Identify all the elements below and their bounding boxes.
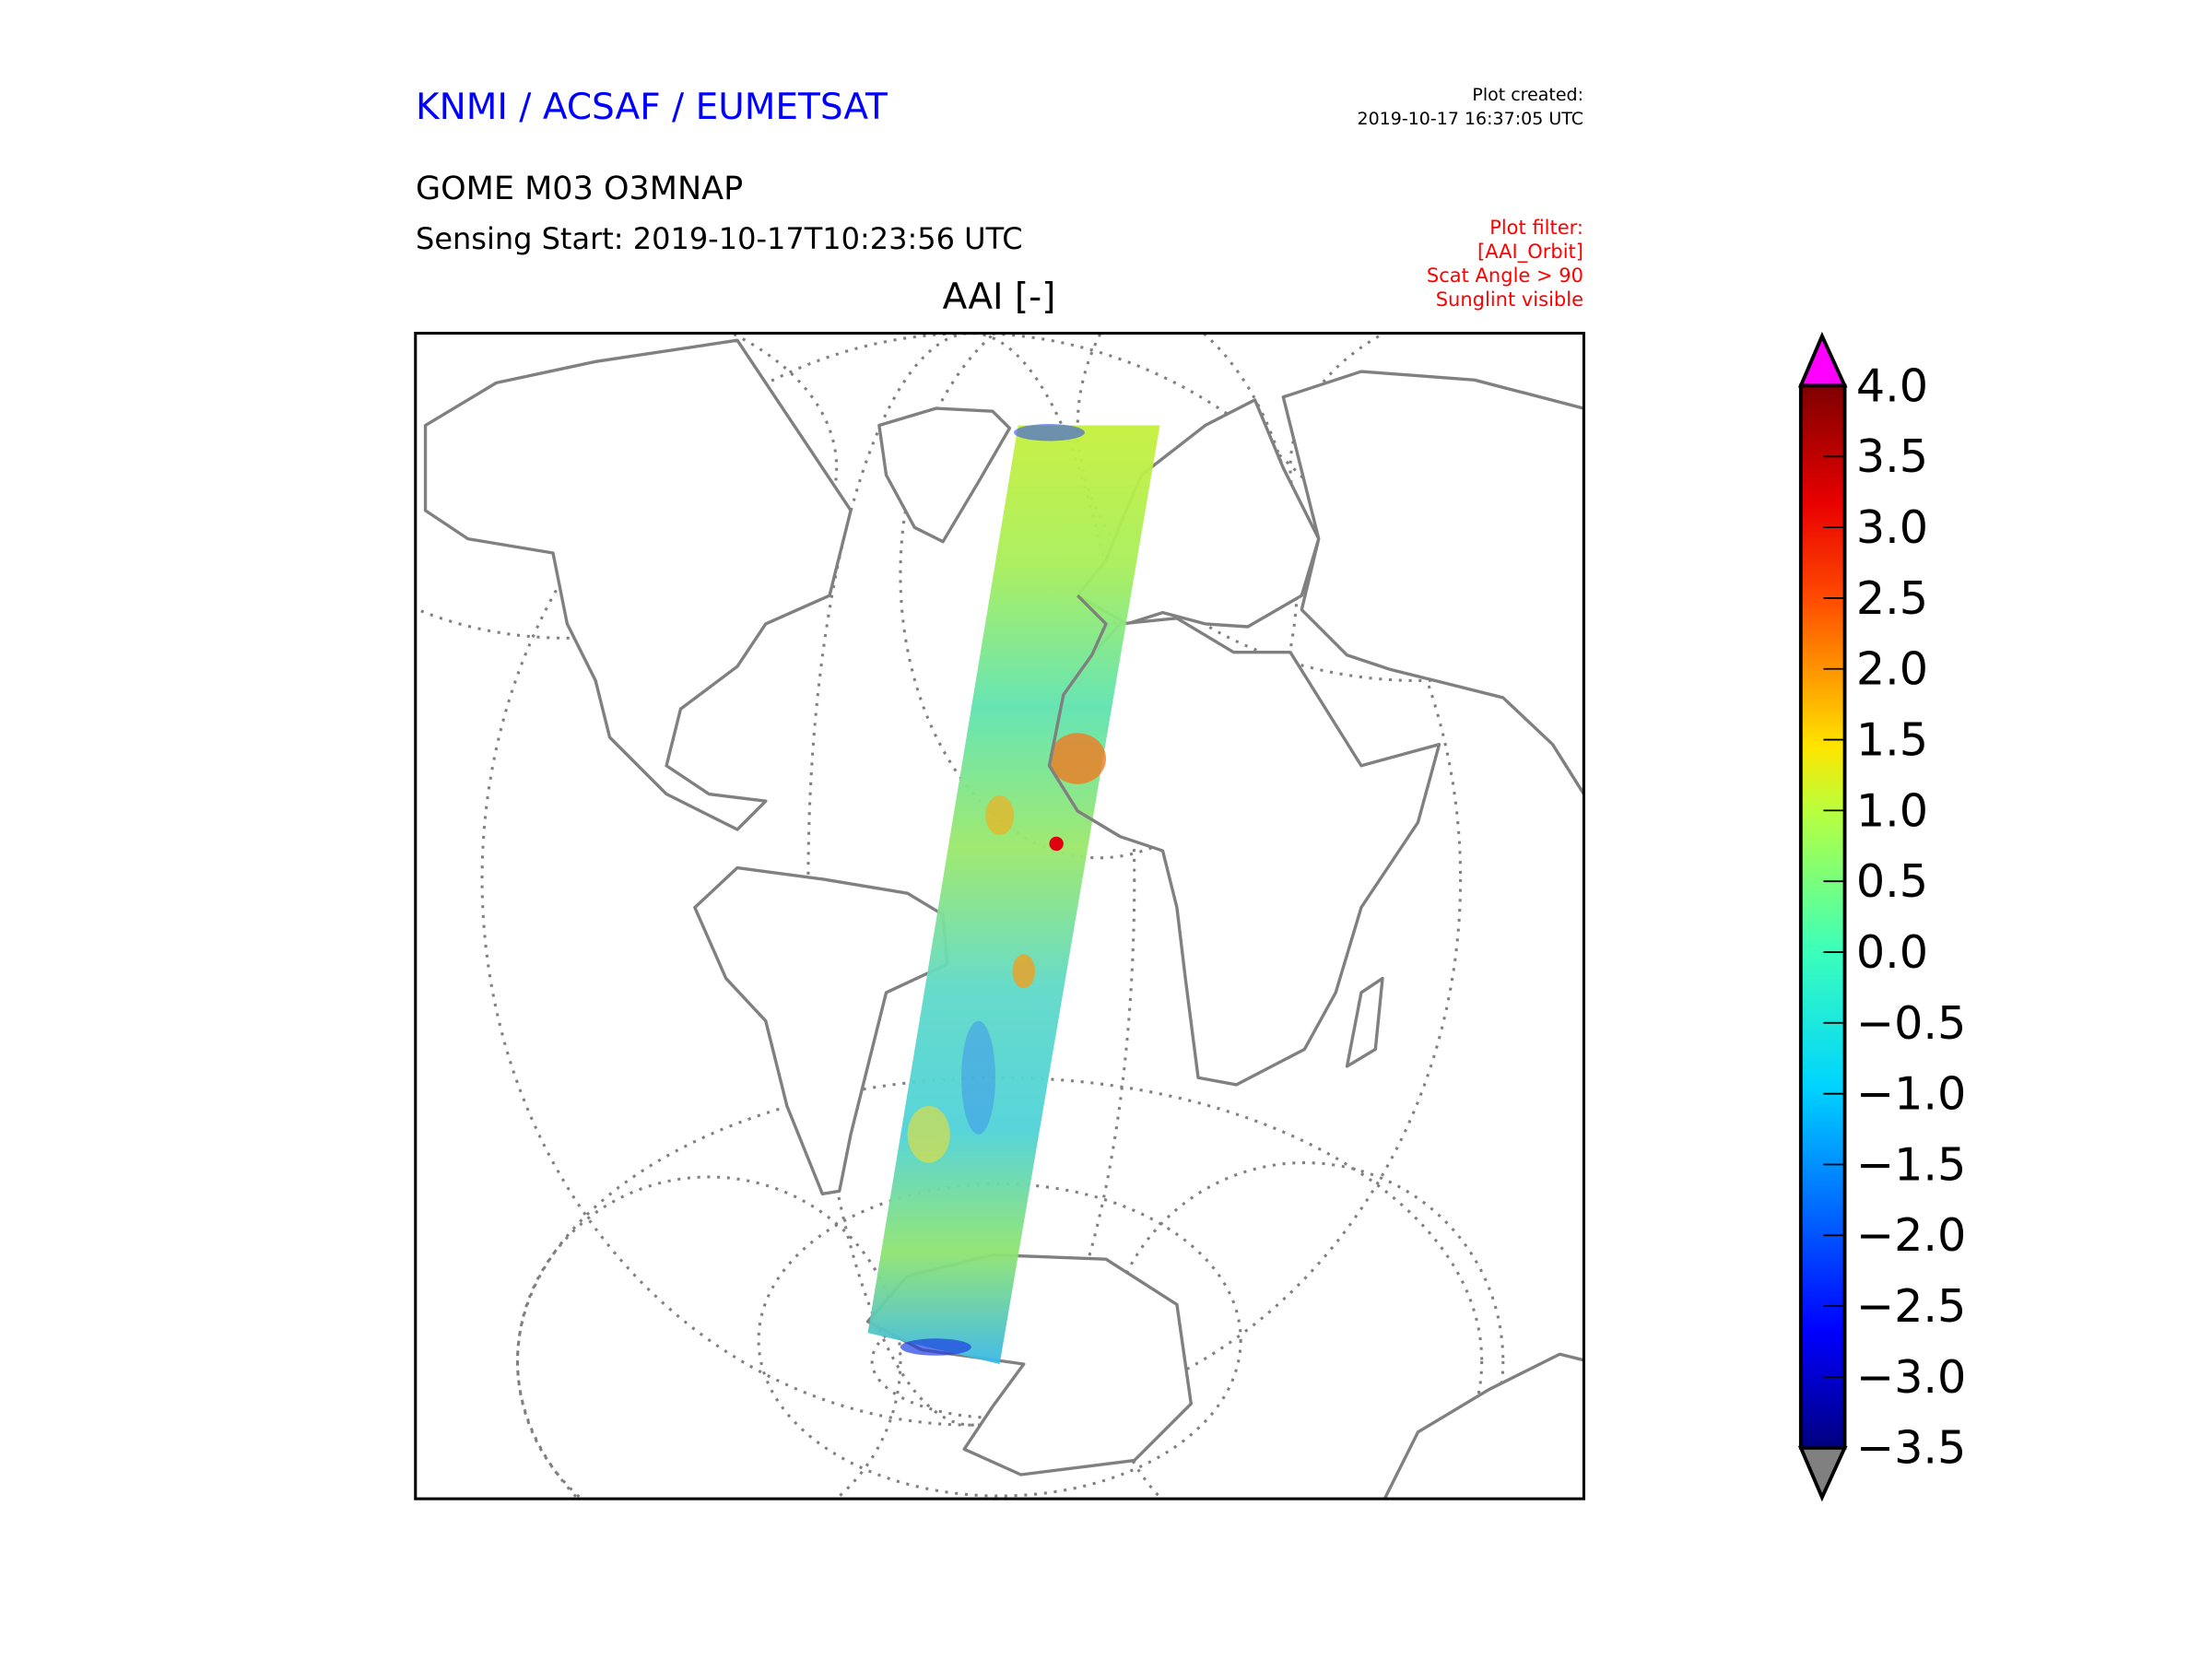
colorbar-tick-label: 2.0 [1856,642,1928,696]
colorbar-gradient [1798,383,1847,1450]
colorbar-tick-label: 2.5 [1856,571,1928,625]
plot-created: Plot created: 2019-10-17 16:37:05 UTC [1358,83,1584,131]
low-aai-patch [961,1020,995,1135]
plot-created-time: 2019-10-17 16:37:05 UTC [1357,109,1584,129]
high-aai-patch [1049,733,1106,784]
colorbar-tick-label: −1.0 [1856,1067,1967,1121]
filter-line: Scat Angle > 90 [1426,265,1583,287]
coastline-over-swath [1047,594,1122,839]
colorbar-tick-label: −1.5 [1856,1137,1967,1191]
madagascar [1345,976,1384,1068]
low-aai-patch [1014,424,1085,441]
colorbar: 4.0 3.5 3.0 2.5 2.0 1.5 1.0 0.5 0.0 −0.5 −1.0 −1.5 −… [1797,331,1967,1502]
map-area [415,333,1584,1500]
north-america [423,338,853,831]
australia [1382,1352,1584,1500]
colorbar-tick-label: −2.5 [1856,1279,1967,1333]
colorbar-extend-max [1797,331,1848,388]
colorbar-tick-label: 3.0 [1856,500,1928,554]
coastlines [423,338,1584,1500]
colorbar-tick-label: −2.0 [1856,1208,1967,1262]
colorbar-tick-label: −3.0 [1856,1350,1967,1404]
high-aai-patch [1012,954,1036,989]
organization-title: KNMI / ACSAF / EUMETSAT [416,87,888,128]
filter-line: Plot filter: [1489,217,1583,239]
asia [1281,370,1584,796]
plot-title: AAI [-] [942,276,1056,318]
south-america [693,865,949,1196]
greenland [877,406,1012,544]
colorbar-tick-label: −0.5 [1856,996,1967,1050]
colorbar-extend-min [1797,1445,1848,1502]
swath-anomalies [900,424,1106,1356]
high-aai-patch [907,1106,950,1163]
plot-created-label: Plot created: [1472,85,1583,105]
colorbar-tick-label: 1.0 [1856,783,1928,837]
sensing-start: Sensing Start: 2019-10-17T10:23:56 UTC [416,221,1023,256]
low-aai-patch [900,1338,971,1356]
colorbar-tick-label: 0.5 [1856,854,1928,908]
colorbar-tick-label: 0.0 [1856,925,1928,979]
filter-line: [AAI_Orbit] [1477,241,1583,263]
map-frame [414,332,1586,1500]
colorbar-tick-label: −3.5 [1856,1421,1967,1475]
colorbar-tick-label: 3.5 [1856,429,1928,483]
plot-filter: Plot filter: [AAI_Orbit] Scat Angle > 90… [1427,216,1583,312]
filter-line: Sunglint visible [1435,288,1583,311]
high-aai-patch [985,795,1014,836]
colorbar-tick-label: 1.5 [1856,712,1928,766]
max-aai-spot [1049,836,1064,852]
colorbar-tick-label: 4.0 [1856,359,1928,412]
product-title: GOME M03 O3MNAP [416,171,744,207]
